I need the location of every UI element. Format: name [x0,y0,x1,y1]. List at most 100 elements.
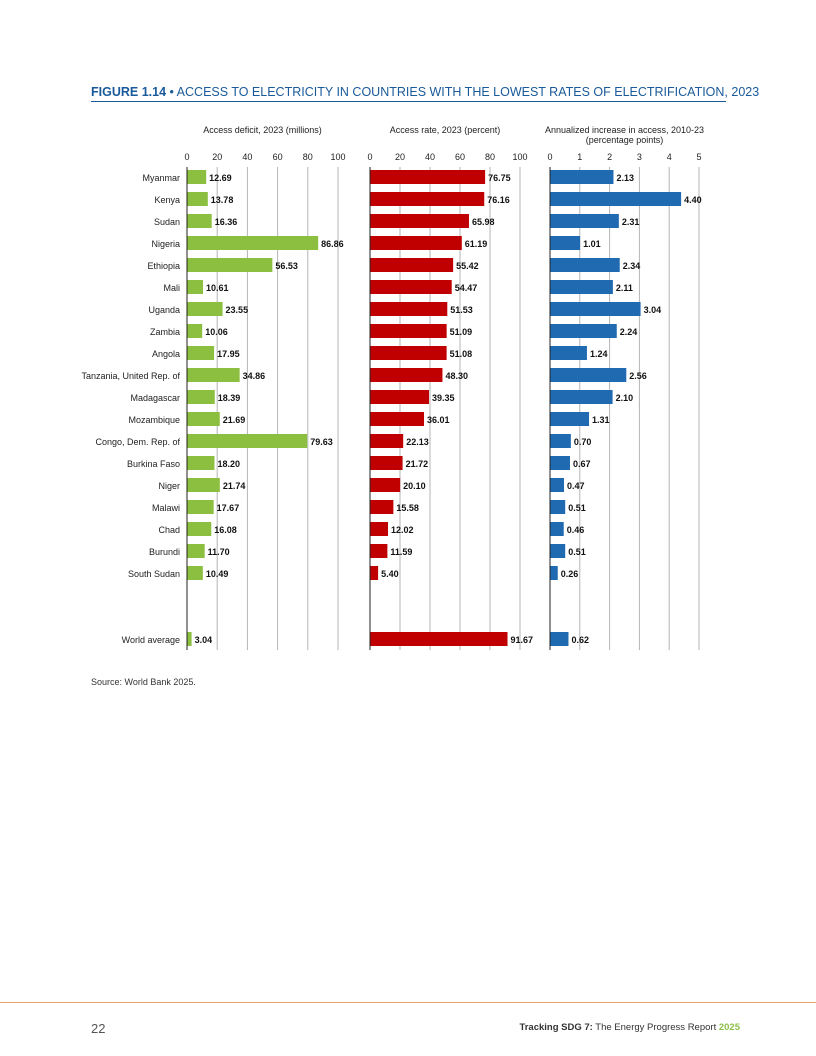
data-label: 0.70 [574,437,592,447]
data-label: 51.09 [450,327,473,337]
figure-title-text: ACCESS TO ELECTRICITY IN COUNTRIES WITH … [176,85,760,99]
page-number: 22 [91,1021,106,1036]
bar [187,170,207,184]
data-label: 0.62 [571,635,589,645]
running-title: Tracking SDG 7: The Energy Progress Repo… [519,1022,740,1033]
bar [550,412,590,426]
bar [187,566,203,580]
data-label: 12.69 [209,173,232,183]
data-label: 56.53 [275,261,298,271]
bar [187,346,215,360]
data-label: 12.02 [391,525,414,535]
bar-chart: Myanmar Kenya Sudan Nigeria Ethiopia Mali Ugan… [81,125,704,650]
bar [370,412,425,426]
data-label: 16.36 [215,217,238,227]
bar [550,434,571,448]
data-label: 36.01 [427,415,450,425]
data-label: 0.26 [561,569,579,579]
panel-title: Annualized increase in access, 2010-23 [545,125,704,135]
bar [550,632,569,646]
panel-title: (percentage points) [586,135,664,145]
bar [370,500,394,514]
data-label: 3.04 [644,305,662,315]
data-label: 2.56 [629,371,647,381]
category-label: Mali [163,283,180,293]
running-title-bold: Tracking SDG 7: [519,1022,593,1033]
bar [370,170,486,184]
tick-label: 2 [607,152,612,162]
data-label: 1.01 [583,239,601,249]
data-label: 13.78 [211,195,234,205]
data-label: 51.53 [450,305,473,315]
category-label: Ethiopia [147,261,180,271]
data-label: 2.31 [622,217,640,227]
tick-label: 60 [273,152,283,162]
data-label: 10.49 [206,569,229,579]
panel-title: Access deficit, 2023 (millions) [203,125,322,135]
category-label: Angola [152,349,180,359]
tick-label: 0 [367,152,372,162]
bar [550,258,620,272]
category-label: Chad [158,525,180,535]
data-label: 2.11 [616,283,633,293]
data-label: 79.63 [310,437,333,447]
bar [550,170,614,184]
bar [550,566,558,580]
data-label: 15.58 [396,503,419,513]
category-label: Niger [158,481,180,491]
data-label: 10.06 [205,327,228,337]
category-label: Myanmar [142,173,180,183]
data-label: 1.24 [590,349,608,359]
data-label: 2.13 [616,173,634,183]
bar [370,214,469,228]
tick-label: 100 [330,152,345,162]
bar [370,390,430,404]
bar [370,456,403,470]
category-label: Burkina Faso [127,459,180,469]
bar [370,478,401,492]
bar [370,522,389,536]
bar [550,368,627,382]
bar [370,566,379,580]
bar [370,324,447,338]
tick-label: 80 [303,152,313,162]
category-label: Kenya [154,195,180,205]
bar [550,214,619,228]
data-label: 61.19 [465,239,488,249]
data-label: 0.67 [573,459,591,469]
bar [550,390,613,404]
category-label: Malawi [152,503,180,513]
data-label: 21.72 [406,459,429,469]
tick-label: 40 [425,152,435,162]
category-label: Madagascar [130,393,180,403]
data-label: 20.10 [403,481,426,491]
bar [550,500,566,514]
data-label: 5.40 [381,569,399,579]
data-label: 76.75 [488,173,511,183]
category-label: Tanzania, United Rep. of [81,371,180,381]
bar [550,456,570,470]
data-label: 76.16 [487,195,510,205]
bar [187,478,220,492]
bar [370,434,404,448]
data-label: 55.42 [456,261,479,271]
tick-label: 0 [547,152,552,162]
bar [550,522,564,536]
bar [370,192,485,206]
tick-label: 1 [577,152,582,162]
footer-rule [0,1002,816,1003]
category-label: Mozambique [128,415,180,425]
data-label: 1.31 [592,415,610,425]
tick-label: 80 [485,152,495,162]
data-label: 0.46 [567,525,585,535]
category-label: Zambia [150,327,180,337]
bar [370,368,443,382]
bar [187,434,308,448]
data-label: 2.10 [616,393,634,403]
data-label: 2.34 [623,261,641,271]
bar [370,302,448,316]
running-title-year: 2025 [718,1022,740,1033]
bar [370,258,454,272]
tick-label: 60 [455,152,465,162]
bar [370,346,447,360]
